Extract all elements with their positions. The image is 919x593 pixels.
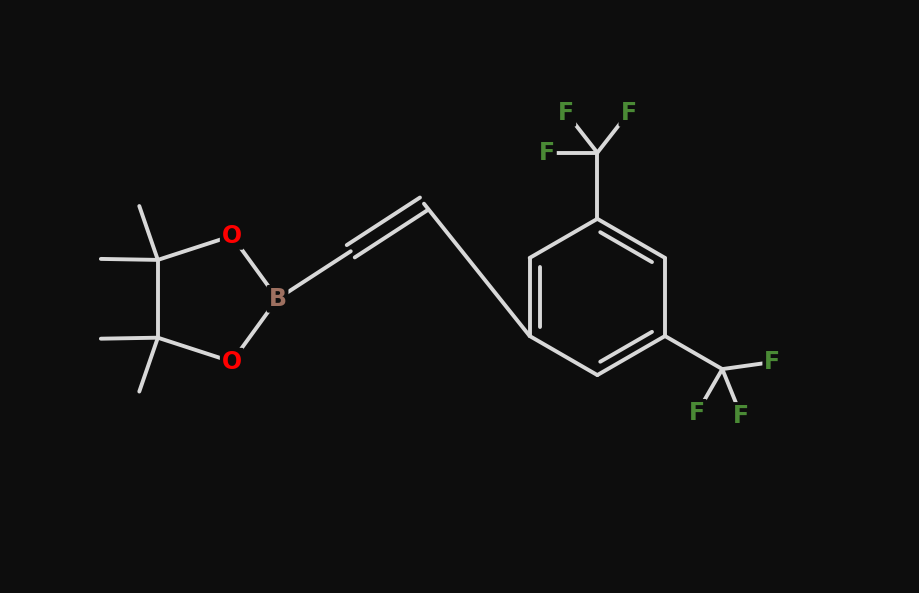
Text: O: O [221, 350, 242, 374]
Text: F: F [689, 401, 705, 425]
Text: F: F [558, 101, 574, 125]
Text: F: F [539, 141, 555, 165]
Text: F: F [620, 101, 637, 125]
Text: B: B [268, 287, 287, 311]
Text: F: F [765, 350, 780, 374]
Text: F: F [733, 404, 749, 428]
Text: O: O [221, 224, 242, 248]
